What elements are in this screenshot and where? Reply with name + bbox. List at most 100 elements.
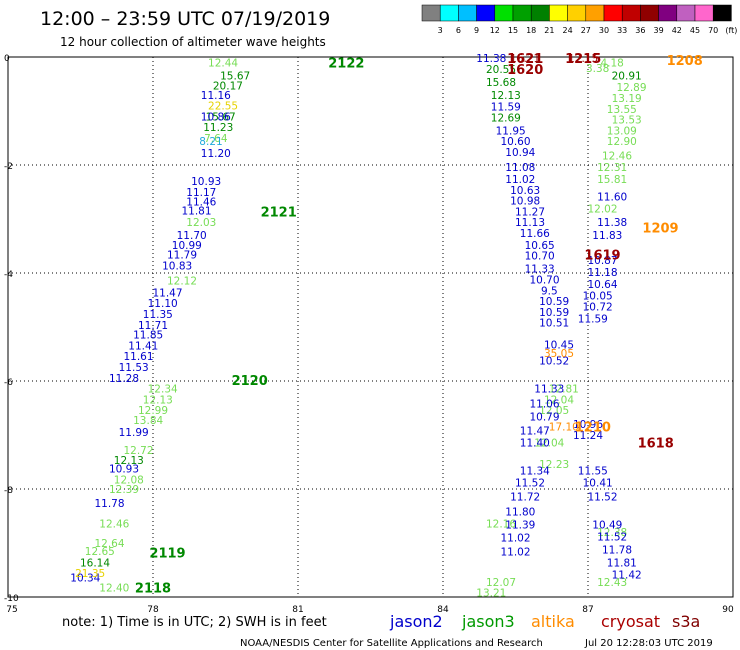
wave-height-label: 13.55	[607, 104, 637, 116]
wave-height-label: 11.95	[496, 125, 526, 137]
wave-height-label: 10.45	[544, 339, 574, 351]
wave-height-label: 11.17	[186, 187, 216, 199]
wave-height-label: 12.44	[208, 57, 238, 69]
wave-height-label: 10.87	[587, 255, 617, 267]
wave-height-label: 3.38	[586, 63, 609, 75]
scale-tick-label: 12	[490, 26, 500, 35]
header: 12:00 – 23:59 UTC 07/19/2019 12 hour col…	[40, 4, 737, 49]
wave-height-label: 12.39	[109, 484, 139, 496]
track-label: 1208	[667, 54, 703, 69]
wave-height-label: 11.38	[597, 217, 627, 229]
x-tick-label: 84	[437, 605, 449, 615]
scale-tick-label: 27	[581, 26, 591, 35]
wave-height-label: 20.91	[612, 70, 642, 82]
wave-height-label: 10.98	[510, 196, 540, 208]
wave-height-label: 10.41	[583, 478, 613, 490]
wave-height-label: 12.65	[85, 546, 115, 558]
wave-height-label: 12.46	[99, 519, 129, 531]
wave-height-label: 11.35	[143, 309, 173, 321]
wave-height-label: 11.27	[515, 206, 545, 218]
wave-height-label: 11.18	[587, 267, 617, 279]
scale-swatch	[603, 4, 623, 22]
wave-height-label: 10.63	[510, 185, 540, 197]
y-tick-label: -4	[4, 270, 13, 280]
wave-height-label: 11.52	[515, 478, 545, 490]
wave-height-label: 12.38	[597, 527, 627, 539]
scale-swatch	[585, 4, 605, 22]
wave-height-label: 10.83	[162, 260, 192, 272]
wave-height-label: 11.06	[529, 399, 559, 411]
wave-height-label: 12.16	[486, 519, 516, 531]
wave-height-label: 11.20	[201, 148, 231, 160]
track-label: 1621	[507, 52, 543, 67]
wave-height-label: 11.39	[505, 520, 535, 532]
wave-height-label: 15.67	[206, 111, 236, 123]
scale-swatch	[567, 4, 587, 22]
y-tick-label: 0	[4, 54, 10, 64]
scale-tick-label: 15	[508, 26, 518, 35]
scale-tick-label: 9	[474, 26, 479, 35]
wave-height-label: 13.19	[612, 93, 642, 105]
wave-height-label: 10.94	[505, 147, 535, 159]
wave-height-label: 10.70	[529, 274, 559, 286]
wave-height-label: 12.72	[123, 445, 153, 457]
track-label: 1618	[638, 437, 674, 452]
scale-swatch	[494, 4, 514, 22]
wave-height-label: 12.15	[568, 53, 598, 65]
wave-height-label: 10.65	[525, 240, 555, 252]
scale-tick-label: 70	[708, 26, 718, 35]
wave-height-label: 12.04	[544, 394, 574, 406]
wave-height-label: 20.55	[486, 64, 516, 76]
scale-tick-label: 45	[690, 26, 700, 35]
wave-height-label: 7.64	[204, 133, 228, 145]
x-tick-label: 90	[722, 605, 734, 615]
scale-tick-label: 39	[654, 26, 664, 35]
wave-height-label: 12.04	[534, 438, 564, 450]
wave-height-label: 15.67	[220, 70, 250, 82]
wave-height-label: 11.78	[94, 498, 124, 510]
wave-height-label: 11.85	[133, 330, 163, 342]
legend-entry-s3a: s3a	[672, 612, 700, 631]
scale-swatch	[549, 4, 568, 22]
scale-swatch	[676, 4, 696, 22]
legend-entry-jason2: jason2	[389, 612, 443, 631]
scale-swatch	[476, 4, 496, 22]
wave-height-label: 13.21	[476, 588, 506, 600]
wave-height-label: 11.28	[109, 373, 139, 385]
plot-frame	[7, 56, 734, 598]
wave-height-label: 11.42	[612, 569, 642, 581]
scale-tick-label: 21	[544, 26, 554, 35]
scale-tick-label: 36	[635, 26, 645, 35]
wave-height-label: 12.89	[616, 82, 646, 94]
wave-height-label: 13.09	[607, 125, 637, 137]
x-tick-label: 78	[147, 605, 159, 615]
wave-height-label: 11.61	[123, 351, 153, 363]
wave-height-label: 10.64	[587, 279, 617, 291]
wave-height-label: 11.40	[520, 438, 550, 450]
wave-height-label: 10.79	[529, 412, 559, 424]
wave-height-label: 11.79	[167, 250, 197, 262]
scale-swatch	[439, 4, 459, 22]
footer-note: note: 1) Time is in UTC; 2) SWH is in fe…	[62, 615, 327, 630]
wave-height-label: 13.53	[612, 115, 642, 127]
wave-height-label: 11.99	[119, 427, 149, 439]
wave-height-label: 10.34	[70, 573, 100, 585]
scale-swatch	[530, 4, 550, 22]
wave-height-label: 10.59	[539, 307, 569, 319]
wave-height-label: 11.78	[602, 544, 632, 556]
wave-height-label: 11.38	[476, 53, 506, 65]
track-label: 1215	[565, 52, 601, 67]
wave-height-label: 12.08	[114, 474, 144, 486]
footer-timestamp: Jul 20 12:28:03 UTC 2019	[584, 638, 713, 649]
wave-height-label: 11.02	[505, 174, 535, 186]
wave-height-label: 11.60	[597, 191, 627, 203]
wave-height-label: 11.02	[500, 547, 530, 559]
wave-height-label: 11.33	[525, 264, 555, 276]
y-tick-label: -2	[4, 162, 13, 172]
wave-height-label: 35.05	[544, 348, 574, 360]
y-tick-label: -6	[4, 378, 13, 388]
wave-height-label: 12.31	[597, 162, 627, 174]
wave-height-label: 12.23	[539, 459, 569, 471]
track-label: 1619	[584, 249, 620, 264]
